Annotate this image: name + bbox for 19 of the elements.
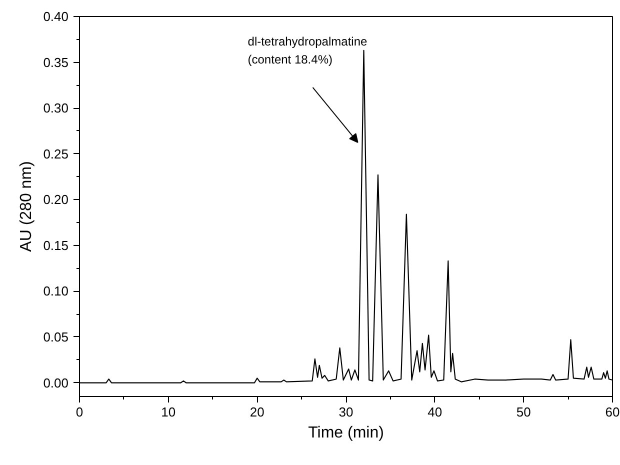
y-tick-label: 0.10 [43,284,69,299]
x-tick-label: 50 [516,404,531,420]
x-tick-label: 20 [250,404,264,420]
y-tick-label: 0.30 [43,100,69,116]
y-tick-label: 0.35 [43,54,69,70]
x-tick-label: 30 [338,404,354,420]
y-tick-label: 0.15 [43,238,69,253]
y-tick-label: 0.05 [43,329,69,344]
x-axis-title: Time (min) [308,424,384,442]
x-tick-label: 40 [428,404,442,420]
x-tick-label: 0 [76,404,84,420]
y-tick-label: 0.20 [43,192,69,208]
y-tick-label: 0.25 [43,146,69,162]
y-tick-label: 0.00 [43,375,69,390]
y-axis-title: AU (280 nm) [18,161,36,252]
x-tick-label: 60 [605,404,620,420]
y-tick-label: 0.40 [43,9,69,24]
x-tick-label: 10 [161,404,176,420]
annotation: dl-tetrahydropalmatine (content 18.4%) [248,34,368,66]
